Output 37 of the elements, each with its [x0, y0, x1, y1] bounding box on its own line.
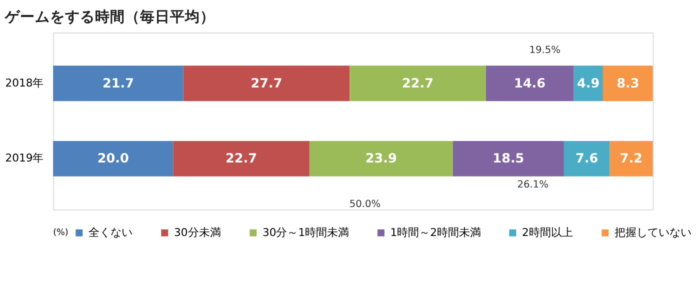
data-label: 20.0 — [97, 152, 129, 167]
y-tick-label: 2018年 — [5, 76, 44, 90]
data-label: 14.6 — [514, 76, 546, 92]
data-label: 7.6 — [575, 152, 598, 167]
bar — [610, 140, 653, 176]
bar — [173, 140, 310, 176]
data-label: 27.7 — [250, 76, 282, 92]
legend-label: 30分～1時間未満 — [262, 226, 350, 239]
bar — [53, 66, 184, 102]
bar — [564, 140, 610, 176]
annotation: 50.0% — [349, 199, 381, 210]
annotation: 26.1% — [517, 180, 548, 191]
chart-title: ゲームをする時間（毎日平均） — [4, 8, 215, 26]
legend-title: (%) — [53, 228, 68, 238]
data-label: 23.9 — [365, 152, 398, 167]
data-label: 18.5 — [492, 152, 524, 167]
legend-label: 把握していない — [614, 226, 692, 239]
data-label: 22.7 — [402, 76, 434, 92]
bar — [452, 140, 564, 176]
annotation: 19.5% — [529, 45, 560, 56]
bar — [602, 66, 653, 102]
y-tick-label: 2019年 — [5, 152, 44, 165]
bar — [350, 66, 486, 102]
data-label: 22.7 — [226, 152, 258, 167]
bar — [486, 66, 574, 102]
bar — [183, 66, 350, 102]
data-label: 8.3 — [616, 76, 640, 92]
bar — [53, 140, 174, 176]
data-label: 21.7 — [102, 76, 134, 92]
legend-label: 2時間以上 — [522, 226, 573, 239]
data-label: 4.9 — [576, 76, 600, 92]
legend-label: 全くない — [88, 226, 132, 239]
legend-label: 1時間～2時間未満 — [390, 226, 482, 239]
data-label: 7.2 — [620, 152, 643, 167]
legend-label: 30分未満 — [174, 226, 221, 239]
bar — [574, 66, 603, 102]
bar — [309, 140, 453, 176]
